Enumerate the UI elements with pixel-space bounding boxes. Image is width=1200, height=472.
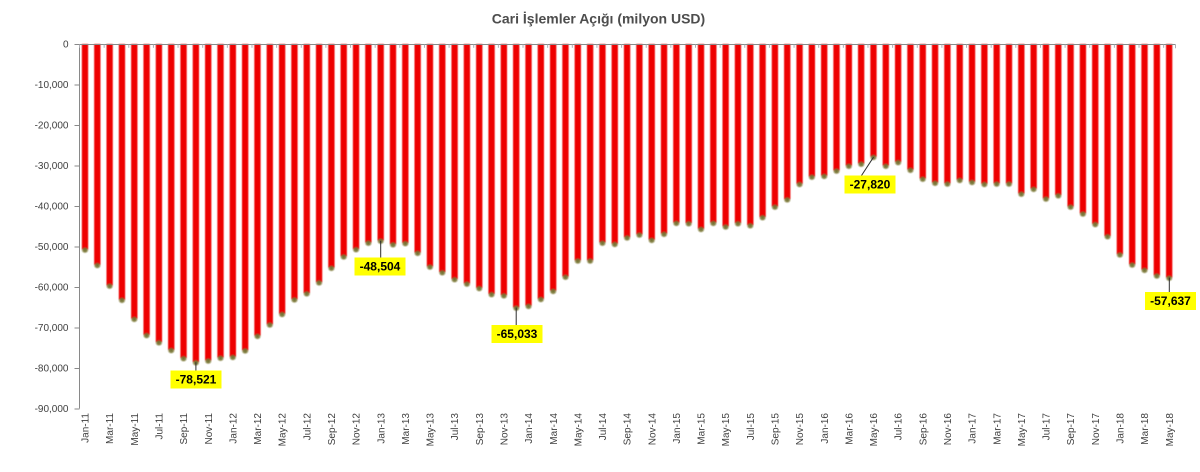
svg-text:Nov-17: Nov-17 — [1091, 413, 1102, 446]
svg-text:Sep-11: Sep-11 — [179, 413, 190, 445]
svg-text:Sep-14: Sep-14 — [623, 413, 634, 446]
svg-text:-48,504: -48,504 — [360, 260, 401, 274]
svg-text:Jan-16: Jan-16 — [820, 413, 831, 444]
svg-text:Jan-13: Jan-13 — [376, 413, 387, 444]
svg-text:Nov-11: Nov-11 — [204, 413, 215, 445]
svg-text:Jan-12: Jan-12 — [228, 413, 239, 444]
svg-text:May-17: May-17 — [1017, 413, 1028, 447]
svg-text:Sep-12: Sep-12 — [327, 413, 338, 446]
svg-text:-27,820: -27,820 — [850, 178, 891, 192]
svg-text:Cari İşlemler Açığı (milyon US: Cari İşlemler Açığı (milyon USD) — [492, 11, 705, 27]
svg-text:Nov-14: Nov-14 — [647, 413, 658, 446]
svg-text:-80,000: -80,000 — [35, 364, 69, 375]
svg-text:Jul-13: Jul-13 — [450, 413, 461, 441]
svg-text:-50,000: -50,000 — [35, 242, 69, 253]
svg-text:Mar-13: Mar-13 — [401, 413, 412, 445]
svg-text:Mar-18: Mar-18 — [1140, 413, 1151, 445]
svg-text:Nov-16: Nov-16 — [943, 413, 954, 446]
svg-text:May-11: May-11 — [130, 413, 141, 446]
svg-text:Jul-12: Jul-12 — [302, 413, 313, 441]
svg-text:-57,637: -57,637 — [1150, 294, 1191, 308]
svg-text:May-14: May-14 — [573, 413, 584, 447]
svg-text:Jul-14: Jul-14 — [598, 413, 609, 441]
svg-text:-70,000: -70,000 — [35, 323, 69, 334]
svg-text:Mar-14: Mar-14 — [549, 413, 560, 445]
svg-text:Jan-14: Jan-14 — [524, 413, 535, 444]
svg-text:-65,033: -65,033 — [497, 327, 538, 341]
svg-text:Mar-16: Mar-16 — [844, 413, 855, 445]
svg-text:Jan-15: Jan-15 — [672, 413, 683, 444]
svg-text:Sep-15: Sep-15 — [771, 413, 782, 446]
svg-text:Nov-15: Nov-15 — [795, 413, 806, 446]
svg-text:Nov-12: Nov-12 — [352, 413, 363, 446]
svg-text:Jul-16: Jul-16 — [894, 413, 905, 441]
svg-text:-60,000: -60,000 — [35, 283, 69, 294]
svg-text:Jul-17: Jul-17 — [1042, 413, 1053, 441]
svg-text:Jul-11: Jul-11 — [155, 413, 166, 440]
svg-text:-40,000: -40,000 — [35, 202, 69, 213]
svg-text:Sep-17: Sep-17 — [1066, 413, 1077, 446]
svg-text:Mar-12: Mar-12 — [253, 413, 264, 445]
svg-text:Jan-11: Jan-11 — [81, 413, 92, 443]
svg-text:May-13: May-13 — [426, 413, 437, 447]
svg-text:May-16: May-16 — [869, 413, 880, 447]
svg-text:Mar-11: Mar-11 — [105, 413, 116, 444]
svg-text:-78,521: -78,521 — [176, 373, 217, 387]
svg-text:Mar-15: Mar-15 — [697, 413, 708, 445]
svg-text:Sep-13: Sep-13 — [475, 413, 486, 446]
svg-text:-30,000: -30,000 — [35, 161, 69, 172]
svg-text:-20,000: -20,000 — [35, 121, 69, 132]
svg-text:Jan-18: Jan-18 — [1115, 413, 1126, 444]
svg-text:Jan-17: Jan-17 — [968, 413, 979, 444]
svg-text:Nov-13: Nov-13 — [499, 413, 510, 446]
svg-text:-10,000: -10,000 — [35, 80, 69, 91]
svg-text:May-15: May-15 — [721, 413, 732, 447]
svg-text:Mar-17: Mar-17 — [992, 413, 1003, 445]
svg-text:May-12: May-12 — [278, 413, 289, 447]
svg-text:-90,000: -90,000 — [35, 404, 69, 415]
svg-text:0: 0 — [63, 40, 69, 51]
svg-text:Sep-16: Sep-16 — [918, 413, 929, 446]
svg-text:Jul-15: Jul-15 — [746, 413, 757, 441]
svg-text:May-18: May-18 — [1165, 413, 1176, 447]
